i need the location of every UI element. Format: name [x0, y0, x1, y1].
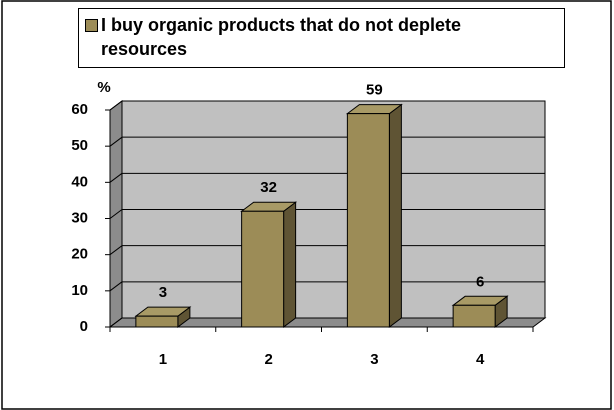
bar-side — [388, 103, 402, 328]
grid-line — [109, 100, 123, 111]
data-label: 32 — [260, 179, 277, 196]
grid-line — [109, 136, 123, 147]
bar — [135, 315, 179, 328]
y-tick-label: 0 — [80, 318, 88, 335]
plot-area — [105, 100, 547, 332]
data-label: 6 — [476, 273, 484, 290]
legend-swatch — [85, 19, 98, 32]
x-tick-label: 3 — [370, 351, 378, 368]
bar — [241, 210, 285, 328]
y-tick-label: 50 — [71, 137, 88, 154]
grid-line — [109, 317, 123, 328]
bar — [452, 304, 496, 328]
data-label: 59 — [366, 82, 383, 99]
grid-line — [109, 281, 123, 292]
x-tick-label: 2 — [264, 351, 272, 368]
y-tick-label: 40 — [71, 173, 88, 190]
legend: I buy organic products that do not deple… — [78, 8, 565, 68]
y-tick-label: 60 — [71, 101, 88, 118]
bar — [346, 113, 390, 328]
bar-side — [283, 201, 297, 328]
x-tick-label: 1 — [159, 351, 167, 368]
grid-line — [109, 209, 123, 219]
y-tick-label: 20 — [71, 246, 88, 263]
grid-line — [109, 245, 123, 256]
x-tick-label: 4 — [476, 351, 485, 368]
y-axis-label: % — [97, 79, 110, 96]
grid-line — [109, 172, 123, 183]
data-label: 3 — [159, 284, 167, 301]
y-tick-label: 30 — [71, 209, 88, 226]
legend-label: I buy organic products that do not deple… — [101, 15, 462, 59]
y-tick-label: 10 — [71, 282, 88, 299]
